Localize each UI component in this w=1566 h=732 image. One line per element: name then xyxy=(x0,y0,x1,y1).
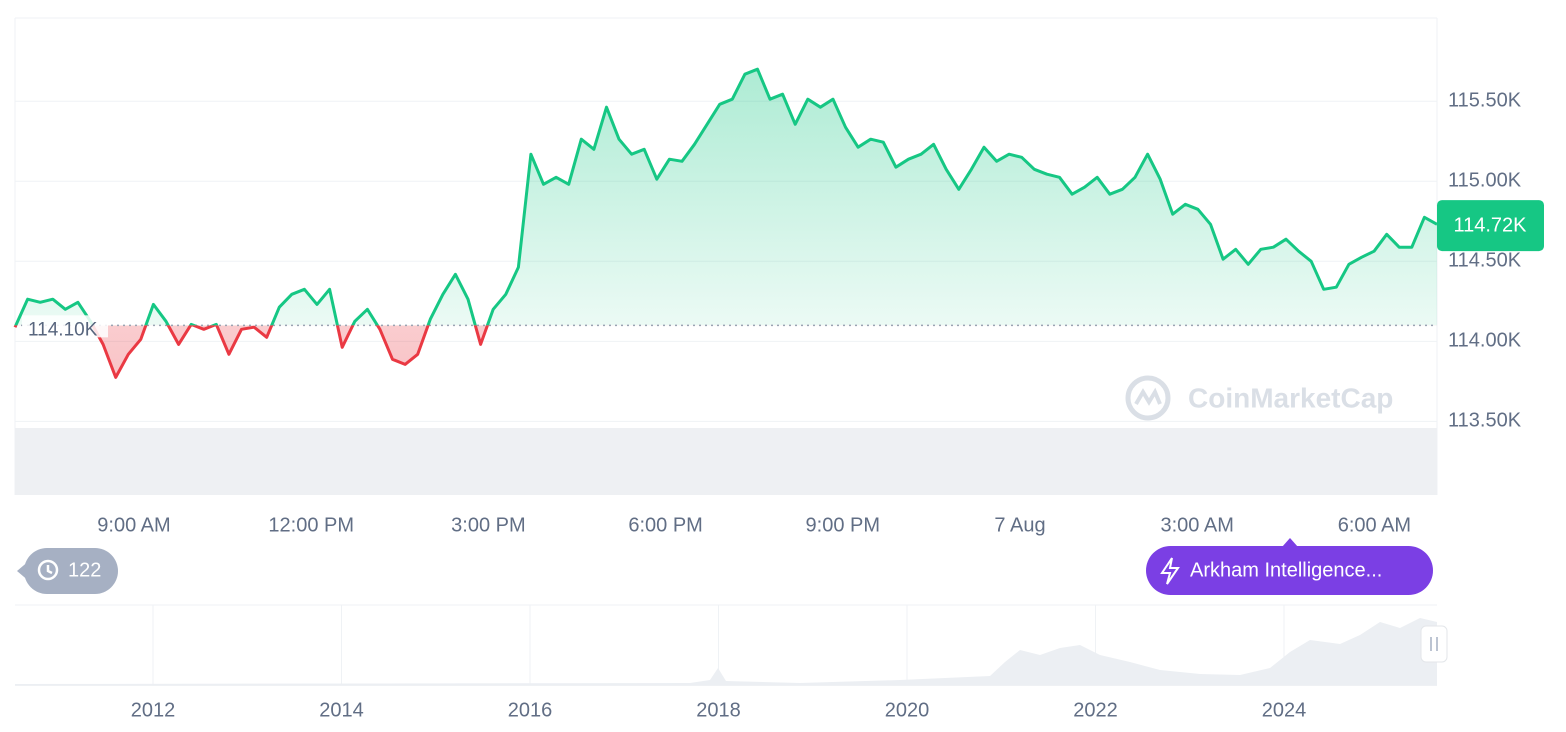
navigator-label: 2014 xyxy=(319,699,364,721)
price-line-down xyxy=(13,325,490,379)
navigator-label: 2020 xyxy=(885,699,930,721)
area-up xyxy=(15,69,1437,326)
y-tick-label: 115.50K xyxy=(1448,90,1522,112)
navigator-label: 2018 xyxy=(696,699,741,721)
volume-bars xyxy=(15,428,1437,495)
history-badge[interactable]: 122 xyxy=(17,548,118,594)
watermark-text: CoinMarketCap xyxy=(1188,382,1393,413)
x-tick-label: 12:00 PM xyxy=(268,514,354,536)
navigator-label: 2016 xyxy=(508,699,553,721)
baseline-label-bg xyxy=(22,315,108,338)
news-title: Arkham Intelligence... xyxy=(1190,559,1382,581)
y-tick-label: 114.50K xyxy=(1448,250,1522,272)
y-tick-label: 114.00K xyxy=(1448,330,1522,352)
navigator-label: 2022 xyxy=(1073,699,1118,721)
x-tick-label: 6:00 AM xyxy=(1338,514,1411,536)
navigator-handle[interactable] xyxy=(1420,625,1448,663)
x-tick-label: 3:00 PM xyxy=(451,514,525,536)
y-tick-label: 113.50K xyxy=(1448,410,1522,432)
navigator-label: 2012 xyxy=(131,699,176,721)
x-tick-label: 7 Aug xyxy=(994,514,1045,536)
x-tick-label: 3:00 AM xyxy=(1161,514,1234,536)
x-tick-label: 9:00 AM xyxy=(97,514,170,536)
current-price-badge xyxy=(1437,200,1544,252)
baseline-label: 114.10K xyxy=(28,319,98,340)
y-tick-label: 115.00K xyxy=(1448,170,1522,192)
watermark: CoinMarketCap xyxy=(1125,375,1393,421)
navigator-overview xyxy=(15,618,1437,685)
history-count: 122 xyxy=(68,559,101,581)
news-button[interactable]: Arkham Intelligence... xyxy=(1146,538,1433,595)
x-tick-label: 9:00 PM xyxy=(806,514,880,536)
current-price-label: 114.72K xyxy=(1453,214,1527,236)
price-line-up xyxy=(14,67,1438,326)
x-tick-label: 6:00 PM xyxy=(628,514,702,536)
navigator-label: 2024 xyxy=(1262,699,1307,721)
